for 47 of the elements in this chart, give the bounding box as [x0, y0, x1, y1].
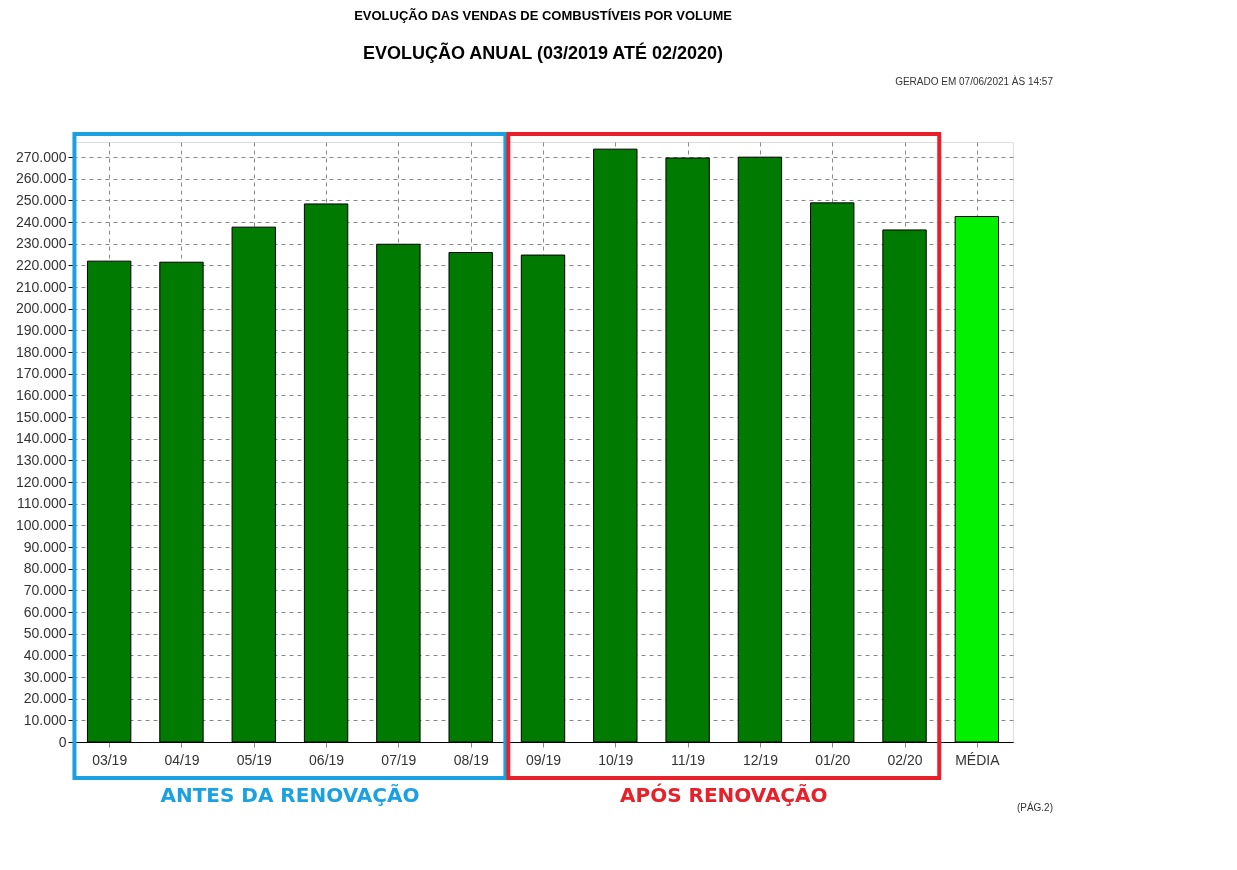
text: APÓS RENOVAÇÃO	[620, 783, 828, 807]
y-tick-label: 150.000	[15, 408, 67, 425]
y-tick-label: 30.000	[23, 668, 67, 685]
x-tick-label: 11/19	[671, 751, 706, 768]
y-tick-label: 270.000	[15, 148, 67, 165]
x-tick-label: 12/19	[742, 751, 779, 768]
y-tick-label: 160.000	[15, 386, 67, 403]
chart-subtitle: EVOLUÇÃO ANUAL (03/2019 ATÉ 02/2020)	[362, 42, 724, 63]
y-tick-label: 170.000	[15, 365, 67, 382]
y-tick-label: 200.000	[15, 300, 67, 317]
y-tick-label: 50.000	[23, 625, 67, 642]
x-tick-label: MÉDIA	[955, 751, 1001, 768]
y-tick-label: 110.000	[16, 495, 67, 512]
x-tick-label: 09/19	[525, 751, 562, 768]
y-tick-label: 20.000	[23, 690, 67, 707]
y-tick-label: 0	[58, 733, 67, 750]
y-tick-label: 180.000	[15, 343, 67, 360]
text: GERADO EM 07/06/2021 ÀS 14:57	[895, 75, 1054, 87]
y-tick-label: 100.000	[15, 516, 67, 533]
y-tick-label: 10.000	[23, 711, 67, 728]
y-tick-label: 40.000	[23, 646, 67, 663]
x-tick-label: 03/19	[92, 751, 128, 768]
x-tick-label: 07/19	[381, 751, 417, 768]
y-tick-label: 130.000	[15, 451, 67, 468]
y-tick-label: 220.000	[15, 256, 67, 273]
x-tick-label: 06/19	[309, 751, 345, 768]
y-tick-label: 250.000	[15, 191, 67, 208]
chart-title: EVOLUÇÃO DAS VENDAS DE COMBUSTÍVEIS POR VOLUME	[354, 8, 733, 23]
y-tick-label: 210.000	[15, 278, 67, 295]
text: (PÁG.2)	[1016, 801, 1053, 813]
x-tick-label: 01/20	[815, 751, 851, 768]
y-tick-label: 230.000	[15, 235, 67, 252]
y-tick-label: 190.000	[15, 321, 67, 338]
x-tick-label: 05/19	[236, 751, 272, 768]
y-tick-label: 260.000	[15, 170, 67, 187]
y-tick-label: 60.000	[23, 603, 67, 620]
y-tick-label: 240.000	[15, 213, 67, 230]
y-tick-label: 70.000	[23, 581, 67, 598]
text: ANTES DA RENOVAÇÃO	[160, 783, 420, 807]
y-tick-label: 80.000	[23, 560, 67, 577]
y-tick-label: 90.000	[23, 538, 67, 555]
y-tick-label: 120.000	[15, 473, 67, 490]
x-tick-label: 10/19	[598, 751, 634, 768]
y-tick-label: 140.000	[15, 430, 67, 447]
x-tick-label: 02/20	[887, 751, 923, 768]
x-tick-label: 04/19	[164, 751, 200, 768]
x-tick-label: 08/19	[453, 751, 489, 768]
